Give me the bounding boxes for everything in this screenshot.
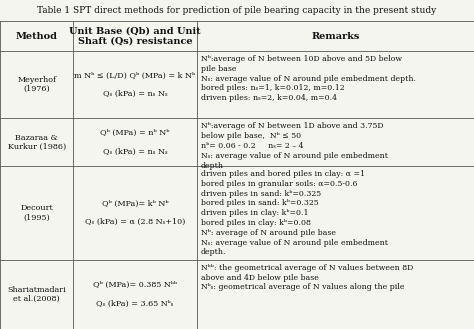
- Text: Nᵇ:average of N between 10D above and 5D below
pile base
Nₛ: average value of N : Nᵇ:average of N between 10D above and 5D…: [201, 55, 416, 102]
- Text: Qᵇ (MPa)= 0.385 Nᵏᵇ

Qₛ (kPa) = 3.65 Nᵏₛ: Qᵇ (MPa)= 0.385 Nᵏᵇ Qₛ (kPa) = 3.65 Nᵏₛ: [93, 281, 177, 308]
- Text: Bazaraa &
Kurkur (1986): Bazaraa & Kurkur (1986): [8, 134, 66, 151]
- Text: m Nᵇ ≤ (L/D) Qᵇ (MPa) = k Nᵇ

Qₛ (kPa) = nₛ Nₛ: m Nᵇ ≤ (L/D) Qᵇ (MPa) = k Nᵇ Qₛ (kPa) = …: [74, 71, 196, 98]
- Text: Nᵏᵇ: the geometrical average of N values between 8D
above and 4D below pile base: Nᵏᵇ: the geometrical average of N values…: [201, 264, 413, 291]
- Text: Qᵇ (MPa) = nᵇ Nᵇ

Qₛ (kPa) = nₛ Nₛ: Qᵇ (MPa) = nᵇ Nᵇ Qₛ (kPa) = nₛ Nₛ: [100, 129, 170, 156]
- Text: driven piles and bored piles in clay: α =1
bored piles in granular soils: α=0.5-: driven piles and bored piles in clay: α …: [201, 170, 388, 257]
- Text: Nᵇ:average of N between 1D above and 3.75D
below pile base,  Nᵇ ≤ 50
nᵇ= 0.06 - : Nᵇ:average of N between 1D above and 3.7…: [201, 122, 388, 169]
- Text: Table 1 SPT direct methods for prediction of pile bearing capacity in the presen: Table 1 SPT direct methods for predictio…: [37, 6, 437, 15]
- Text: Method: Method: [16, 32, 58, 41]
- Text: Qᵇ (MPa)= kᵇ Nᵇ

Qₛ (kPa) = α (2.8 Nₛ+10): Qᵇ (MPa)= kᵇ Nᵇ Qₛ (kPa) = α (2.8 Nₛ+10): [85, 200, 185, 226]
- Text: Unit Base (Qb) and Unit
Shaft (Qs) resistance: Unit Base (Qb) and Unit Shaft (Qs) resis…: [69, 27, 201, 46]
- Text: Meyerhof
(1976): Meyerhof (1976): [17, 76, 56, 93]
- Text: Remarks: Remarks: [311, 32, 360, 41]
- Text: Decourt
(1995): Decourt (1995): [20, 204, 53, 222]
- Text: Shariatmadari
et al.(2008): Shariatmadari et al.(2008): [8, 286, 66, 303]
